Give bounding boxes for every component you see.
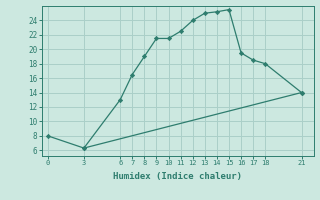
X-axis label: Humidex (Indice chaleur): Humidex (Indice chaleur) bbox=[113, 172, 242, 181]
